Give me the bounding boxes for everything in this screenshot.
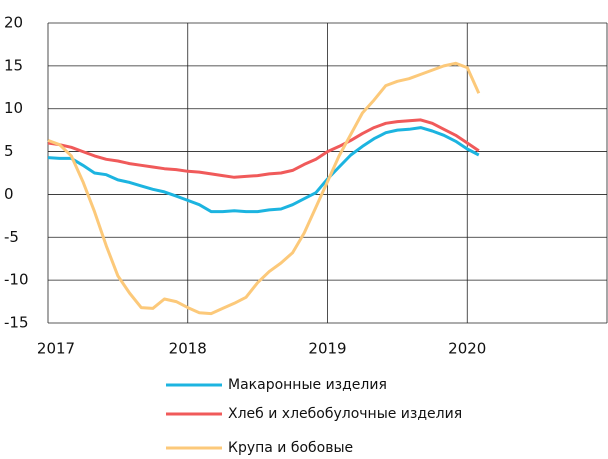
- y-tick-label: 5: [4, 142, 14, 160]
- y-tick-label: -10: [4, 271, 29, 289]
- y-tick-label: 10: [4, 99, 23, 117]
- series-line: [47, 61, 481, 316]
- x-tick-label: 2020: [448, 340, 486, 358]
- series-line: [47, 118, 480, 179]
- y-tick-label: 20: [4, 14, 23, 32]
- x-tick-label: 2019: [308, 340, 346, 358]
- y-tick-label: -15: [4, 314, 29, 332]
- y-tick-label: 15: [4, 56, 23, 74]
- legend-label: Макаронные изделия: [228, 377, 387, 393]
- series-line: [47, 126, 480, 214]
- x-tick-label: 2017: [37, 340, 75, 358]
- x-tick-label: 2018: [169, 340, 207, 358]
- legend-label: Хлеб и хлебобулочные изделия: [228, 406, 462, 422]
- y-tick-label: 0: [4, 185, 14, 203]
- y-tick-label: -5: [4, 228, 19, 246]
- legend-label: Крупа и бобовые: [228, 440, 353, 456]
